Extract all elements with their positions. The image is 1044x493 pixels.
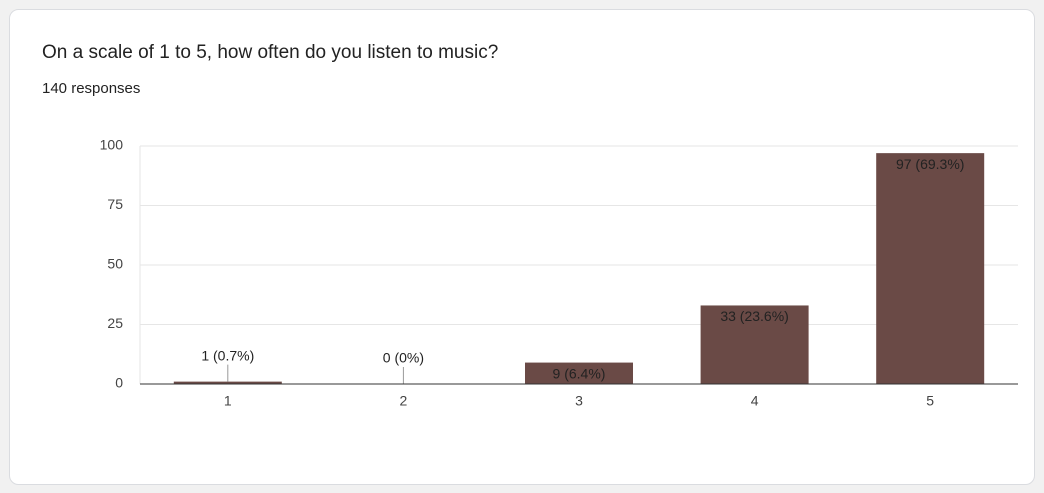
chart-subtitle: 140 responses	[42, 80, 140, 97]
bar	[525, 362, 633, 384]
y-tick-label: 25	[107, 315, 123, 331]
bar	[700, 305, 809, 384]
data-label: 1 (0.7%)	[201, 347, 254, 363]
y-tick-label: 100	[100, 137, 124, 153]
x-tick-label: 1	[224, 393, 232, 409]
x-tick-label: 3	[575, 393, 583, 409]
x-tick-label: 2	[400, 393, 408, 409]
x-tick-label: 4	[751, 393, 759, 409]
x-tick-label: 5	[926, 393, 934, 409]
chart-title: On a scale of 1 to 5, how often do you l…	[42, 42, 498, 63]
data-label: 97 (69.3%)	[896, 156, 964, 172]
data-label: 9 (6.4%)	[553, 365, 606, 381]
data-label: 33 (23.6%)	[720, 308, 788, 324]
bar	[876, 153, 985, 384]
y-tick-label: 75	[107, 196, 123, 212]
bar	[173, 381, 282, 384]
y-tick-label: 50	[107, 256, 123, 272]
y-tick-label: 0	[115, 375, 123, 391]
data-label: 0 (0%)	[383, 350, 424, 366]
